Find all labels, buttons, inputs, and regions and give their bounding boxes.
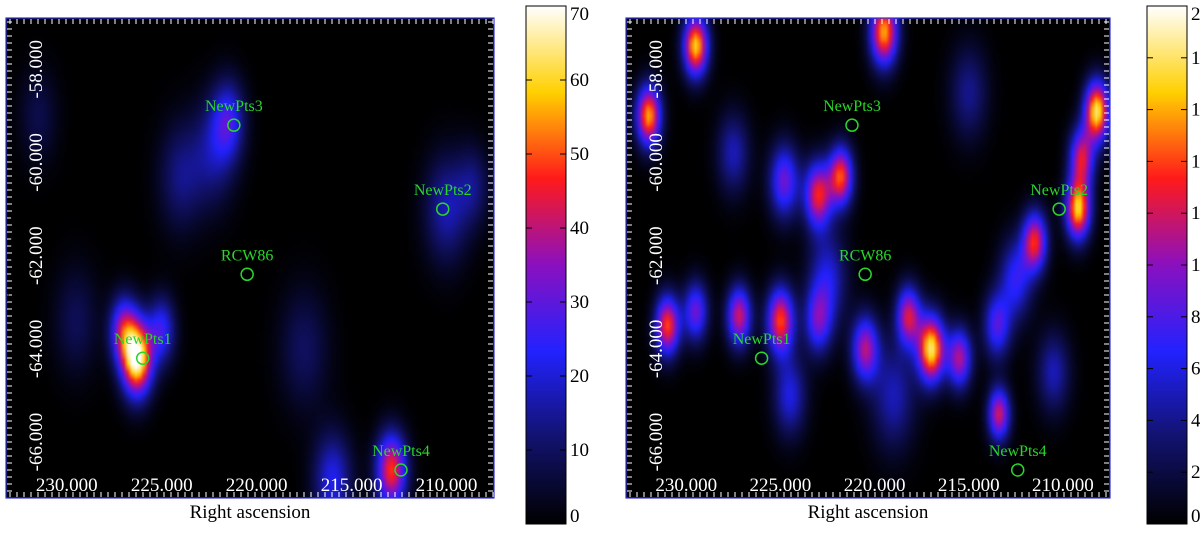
colorbar-tick-label: 20 — [570, 366, 589, 387]
source-marker — [435, 202, 450, 216]
colorbar-tick-label: 18 — [1191, 48, 1200, 69]
right-panel: 230.000 225.000 220.000 215.000 210.000 -58.0… — [624, 4, 1200, 527]
y-tick-label: -66.000 — [646, 413, 667, 472]
colorbar-tick-label: 60 — [570, 70, 589, 91]
source-label: NewPts2 — [414, 182, 472, 199]
source-label: NewPts3 — [823, 98, 881, 115]
heatmap-image — [6, 18, 494, 498]
left-panel: 230.000 225.000 220.000 215.000 210.000 -58.0… — [4, 4, 589, 527]
source-marker — [754, 351, 769, 365]
source-marker — [240, 267, 254, 282]
x-axis-title: Right ascension — [808, 502, 929, 523]
y-tick-label: -60.000 — [26, 133, 47, 192]
tick-marks — [627, 19, 1109, 497]
colorbar-tick-label: 14 — [1191, 151, 1200, 172]
source-marker — [845, 118, 859, 132]
x-tick-label: 230.000 — [655, 475, 717, 496]
y-axis-title: Declination — [624, 213, 645, 302]
colorbar-tick-label: 30 — [570, 292, 589, 313]
source-marker — [135, 351, 150, 365]
colorbar-tick-label: 16 — [1191, 100, 1200, 121]
colorbar-tick-label: 6 — [1191, 359, 1200, 380]
colorbar-tick-label: 40 — [570, 218, 589, 239]
y-tick-label: -62.000 — [646, 226, 667, 285]
source-marker — [227, 118, 241, 132]
x-tick-label: 230.000 — [36, 475, 98, 496]
colorbar-tick-label: 8 — [1191, 307, 1200, 328]
colorbar-tick-label: 4 — [1191, 410, 1200, 431]
plot-frame — [625, 17, 1111, 499]
colorbar-tick-label: 20 — [1191, 4, 1200, 25]
colorbar-tick-label: 2 — [1191, 462, 1200, 483]
x-tick-label: 215.000 — [321, 475, 383, 496]
colorbar-tick-label: 10 — [570, 440, 589, 461]
source-label: RCW86 — [221, 247, 273, 264]
source-label: NewPts4 — [989, 443, 1047, 460]
heatmap-image — [626, 18, 1110, 498]
colorbar-tick-label: 50 — [570, 144, 589, 165]
colorbar-tick-label: 10 — [1191, 255, 1200, 276]
y-tick-label: -64.000 — [646, 320, 667, 379]
colorbar-tick-label: 0 — [1191, 506, 1200, 527]
y-tick-label: -66.000 — [26, 413, 47, 472]
plot-frame — [5, 17, 495, 499]
y-tick-label: -60.000 — [646, 133, 667, 192]
colorbar — [525, 5, 567, 525]
tick-marks — [7, 19, 494, 497]
x-tick-label: 210.000 — [416, 475, 478, 496]
colorbar — [1146, 5, 1188, 525]
x-tick-label: 220.000 — [226, 475, 288, 496]
source-label: NewPts1 — [733, 331, 791, 348]
x-tick-label: 220.000 — [844, 475, 906, 496]
source-marker — [858, 267, 872, 282]
x-tick-label: 210.000 — [1032, 475, 1094, 496]
source-marker — [1010, 463, 1025, 477]
x-tick-label: 225.000 — [750, 475, 812, 496]
y-tick-label: -64.000 — [26, 320, 47, 379]
y-tick-label: -58.000 — [646, 40, 667, 99]
source-label: NewPts4 — [372, 443, 430, 460]
colorbar-tick-label: 70 — [570, 4, 589, 25]
y-tick-label: -62.000 — [26, 226, 47, 285]
colorbar-tick-label: 12 — [1191, 203, 1200, 224]
source-label: RCW86 — [839, 247, 891, 264]
source-marker — [1052, 202, 1066, 216]
y-tick-label: -58.000 — [26, 40, 47, 99]
x-axis-title: Right ascension — [190, 502, 311, 523]
source-label: NewPts3 — [205, 98, 263, 115]
source-label: NewPts2 — [1030, 182, 1088, 199]
x-tick-label: 215.000 — [938, 475, 1000, 496]
colorbar-tick-label: 0 — [570, 506, 580, 527]
x-tick-label: 225.000 — [131, 475, 193, 496]
source-label: NewPts1 — [114, 331, 172, 348]
source-marker — [394, 463, 408, 477]
y-axis-title: Declination — [4, 213, 25, 302]
